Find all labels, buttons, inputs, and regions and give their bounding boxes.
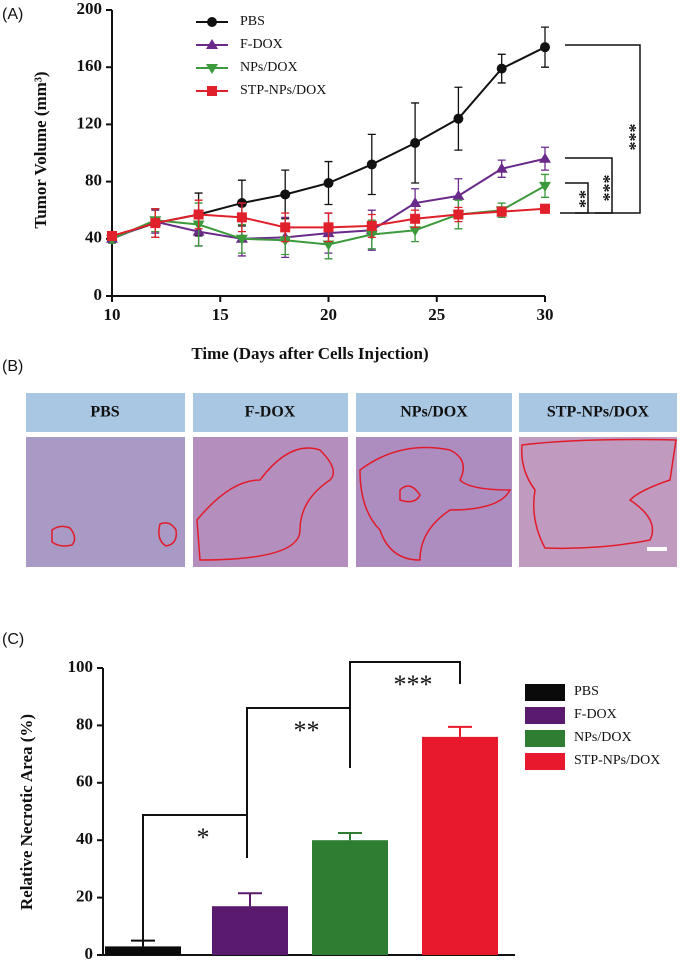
y-axis-label: Tumor Volume (mm³) <box>31 71 50 228</box>
point <box>453 209 464 220</box>
bar <box>212 906 288 955</box>
legend-marker <box>207 86 217 96</box>
point <box>322 240 335 251</box>
panel-label: (B) <box>2 358 23 375</box>
column-header: F-DOX <box>245 404 296 421</box>
significance-label: ** <box>570 190 590 208</box>
point <box>540 203 550 214</box>
x-tick-label: 25 <box>428 305 445 324</box>
legend-marker <box>206 39 218 49</box>
significance-bracket <box>349 661 461 740</box>
error-bar <box>448 725 472 737</box>
point <box>193 209 204 220</box>
point <box>409 226 422 237</box>
y-tick-label: 0 <box>85 944 94 963</box>
legend-swatch <box>525 684 565 701</box>
y-tick-label: 160 <box>77 56 103 75</box>
point <box>539 181 551 192</box>
y-tick-label: 120 <box>77 113 103 132</box>
legend-label: PBS <box>574 684 599 699</box>
point <box>366 159 377 170</box>
legend-swatch <box>525 753 565 770</box>
column-header: STP-NPs/DOX <box>547 404 650 421</box>
significance-label: ** <box>294 716 320 745</box>
point <box>453 113 464 124</box>
point <box>496 63 507 74</box>
legend-marker <box>206 64 218 74</box>
legend-label: STP-NPs/DOX <box>240 83 326 98</box>
point <box>539 152 551 163</box>
significance-label: * <box>197 823 210 852</box>
point <box>236 212 247 223</box>
legend-marker <box>207 17 217 27</box>
column-header: PBS <box>90 404 119 421</box>
error-bar <box>338 832 362 841</box>
point <box>496 206 507 217</box>
x-tick-label: 15 <box>212 305 229 324</box>
x-axis-label: Time (Days after Cells Injection) <box>191 344 428 363</box>
y-tick-label: 200 <box>77 0 103 18</box>
point <box>366 220 377 231</box>
x-tick-label: 30 <box>537 305 554 324</box>
point <box>323 222 334 233</box>
x-tick-label: 10 <box>104 305 121 324</box>
point <box>409 197 422 208</box>
point <box>410 137 421 148</box>
point <box>323 178 334 189</box>
point <box>235 234 248 245</box>
y-tick-label: 20 <box>76 887 93 906</box>
legend-label: STP-NPs/DOX <box>574 753 660 768</box>
panel-label: (A) <box>2 6 23 23</box>
panel-label: (C) <box>2 631 24 648</box>
legend-label: NPs/DOX <box>574 730 632 745</box>
legend-swatch <box>525 730 565 747</box>
significance-label: *** <box>594 175 614 202</box>
point <box>280 189 291 200</box>
legend-label: F-DOX <box>240 37 283 52</box>
series-line <box>111 46 546 239</box>
y-tick-label: 100 <box>68 657 94 676</box>
y-tick-label: 60 <box>76 772 93 791</box>
point <box>495 162 508 173</box>
legend-swatch <box>525 707 565 724</box>
legend-label: NPs/DOX <box>240 60 298 75</box>
column-header: NPs/DOX <box>400 404 468 421</box>
bar <box>105 946 181 955</box>
significance-label: *** <box>394 670 433 699</box>
error-bar <box>238 892 262 907</box>
y-tick-label: 80 <box>76 714 93 733</box>
significance-bracket <box>142 814 248 945</box>
histology-panel <box>26 393 677 567</box>
legend-label: F-DOX <box>574 707 617 722</box>
y-axis-label: Relative Necrotic Area (%) <box>17 714 36 910</box>
y-tick-label: 40 <box>85 228 102 247</box>
y-tick-label: 0 <box>94 285 103 304</box>
bar <box>312 840 388 955</box>
point <box>540 42 550 53</box>
point <box>410 213 421 224</box>
significance-brackets <box>560 44 641 214</box>
point <box>107 230 117 241</box>
legend-label: PBS <box>240 14 265 29</box>
y-tick-label: 80 <box>85 171 102 190</box>
significance-label: *** <box>620 124 640 151</box>
point <box>280 222 291 233</box>
point <box>452 189 465 200</box>
y-tick-label: 40 <box>76 829 93 848</box>
bar <box>422 736 498 955</box>
point <box>150 218 161 229</box>
x-tick-label: 20 <box>320 305 337 324</box>
